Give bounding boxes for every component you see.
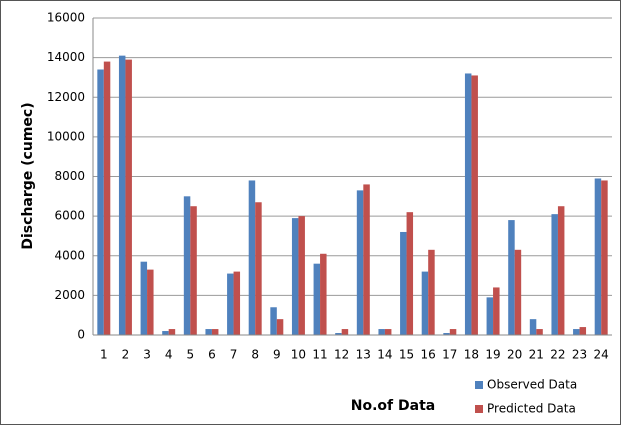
bar bbox=[573, 329, 580, 335]
bar bbox=[298, 216, 305, 335]
bar bbox=[211, 329, 219, 335]
x-tick-label: 2 bbox=[122, 348, 130, 362]
bar bbox=[464, 73, 472, 335]
x-tick-label: 10 bbox=[291, 348, 306, 362]
bar bbox=[493, 287, 500, 335]
x-axis-title: No.of Data bbox=[351, 398, 435, 414]
bar bbox=[400, 231, 407, 335]
bar bbox=[378, 329, 385, 335]
bar bbox=[557, 206, 565, 335]
x-tick-label: 6 bbox=[208, 348, 216, 362]
bar bbox=[335, 333, 342, 335]
bar bbox=[471, 75, 478, 336]
bar bbox=[341, 329, 349, 335]
x-tick-label: 15 bbox=[399, 348, 414, 362]
x-tick-label: 14 bbox=[377, 348, 392, 362]
y-tick-label: 8000 bbox=[54, 169, 85, 183]
bar bbox=[601, 180, 608, 335]
x-tick-label: 21 bbox=[529, 348, 544, 362]
bar bbox=[147, 269, 154, 335]
x-tick-label: 18 bbox=[464, 348, 479, 362]
legend-swatch bbox=[475, 405, 483, 413]
bar bbox=[508, 220, 515, 335]
y-axis-title: Discharge (cumec) bbox=[20, 102, 36, 249]
bar bbox=[270, 307, 277, 335]
bar bbox=[384, 329, 392, 335]
x-tick-label: 9 bbox=[273, 348, 281, 362]
bar bbox=[551, 214, 558, 335]
bar bbox=[449, 329, 457, 335]
x-tick-label: 8 bbox=[251, 348, 259, 362]
y-tick-label: 4000 bbox=[54, 248, 85, 262]
bar bbox=[594, 178, 602, 335]
bar bbox=[486, 297, 494, 335]
x-tick-label: 4 bbox=[165, 348, 173, 362]
bar bbox=[162, 331, 169, 335]
y-tick-label: 0 bbox=[77, 328, 85, 342]
bar bbox=[227, 273, 234, 335]
x-tick-label: 19 bbox=[485, 348, 500, 362]
bar bbox=[428, 249, 435, 335]
bar bbox=[406, 212, 414, 335]
y-tick-label: 6000 bbox=[54, 209, 85, 223]
bar bbox=[536, 329, 543, 335]
legend-label: Predicted Data bbox=[487, 402, 576, 416]
bar bbox=[103, 61, 111, 336]
legend-swatch bbox=[475, 381, 483, 389]
bar bbox=[356, 190, 364, 335]
x-tick-label: 20 bbox=[507, 348, 522, 362]
bar bbox=[140, 261, 148, 335]
bar bbox=[529, 319, 537, 335]
x-tick-label: 22 bbox=[550, 348, 565, 362]
bar bbox=[276, 319, 284, 335]
bar bbox=[248, 180, 256, 335]
bar bbox=[443, 333, 450, 335]
bar bbox=[291, 218, 299, 335]
bar bbox=[421, 271, 429, 335]
x-tick-label: 5 bbox=[186, 348, 194, 362]
bar bbox=[320, 253, 327, 335]
bar bbox=[233, 271, 241, 335]
y-tick-label: 2000 bbox=[54, 288, 85, 302]
x-tick-label: 13 bbox=[356, 348, 371, 362]
x-tick-label: 23 bbox=[572, 348, 587, 362]
bar bbox=[363, 184, 370, 335]
y-tick-label: 12000 bbox=[47, 90, 85, 104]
x-tick-label: 16 bbox=[421, 348, 436, 362]
bar bbox=[168, 329, 176, 335]
bar bbox=[255, 202, 262, 335]
bar bbox=[205, 329, 212, 335]
x-tick-label: 11 bbox=[312, 348, 327, 362]
bar bbox=[97, 69, 104, 335]
bar bbox=[125, 59, 132, 335]
x-tick-label: 17 bbox=[442, 348, 457, 362]
x-tick-label: 7 bbox=[230, 348, 238, 362]
y-tick-label: 10000 bbox=[47, 129, 85, 143]
x-tick-label: 12 bbox=[334, 348, 349, 362]
bar bbox=[190, 206, 197, 335]
y-tick-label: 14000 bbox=[47, 50, 85, 64]
x-tick-label: 3 bbox=[143, 348, 151, 362]
bar bbox=[579, 327, 587, 335]
x-tick-label: 24 bbox=[594, 348, 609, 362]
bar bbox=[514, 249, 522, 335]
x-tick-label: 1 bbox=[100, 348, 108, 362]
legend-label: Observed Data bbox=[487, 378, 577, 392]
y-tick-label: 16000 bbox=[47, 11, 85, 25]
bar bbox=[183, 196, 191, 335]
bar bbox=[118, 55, 126, 336]
bar bbox=[313, 263, 321, 335]
